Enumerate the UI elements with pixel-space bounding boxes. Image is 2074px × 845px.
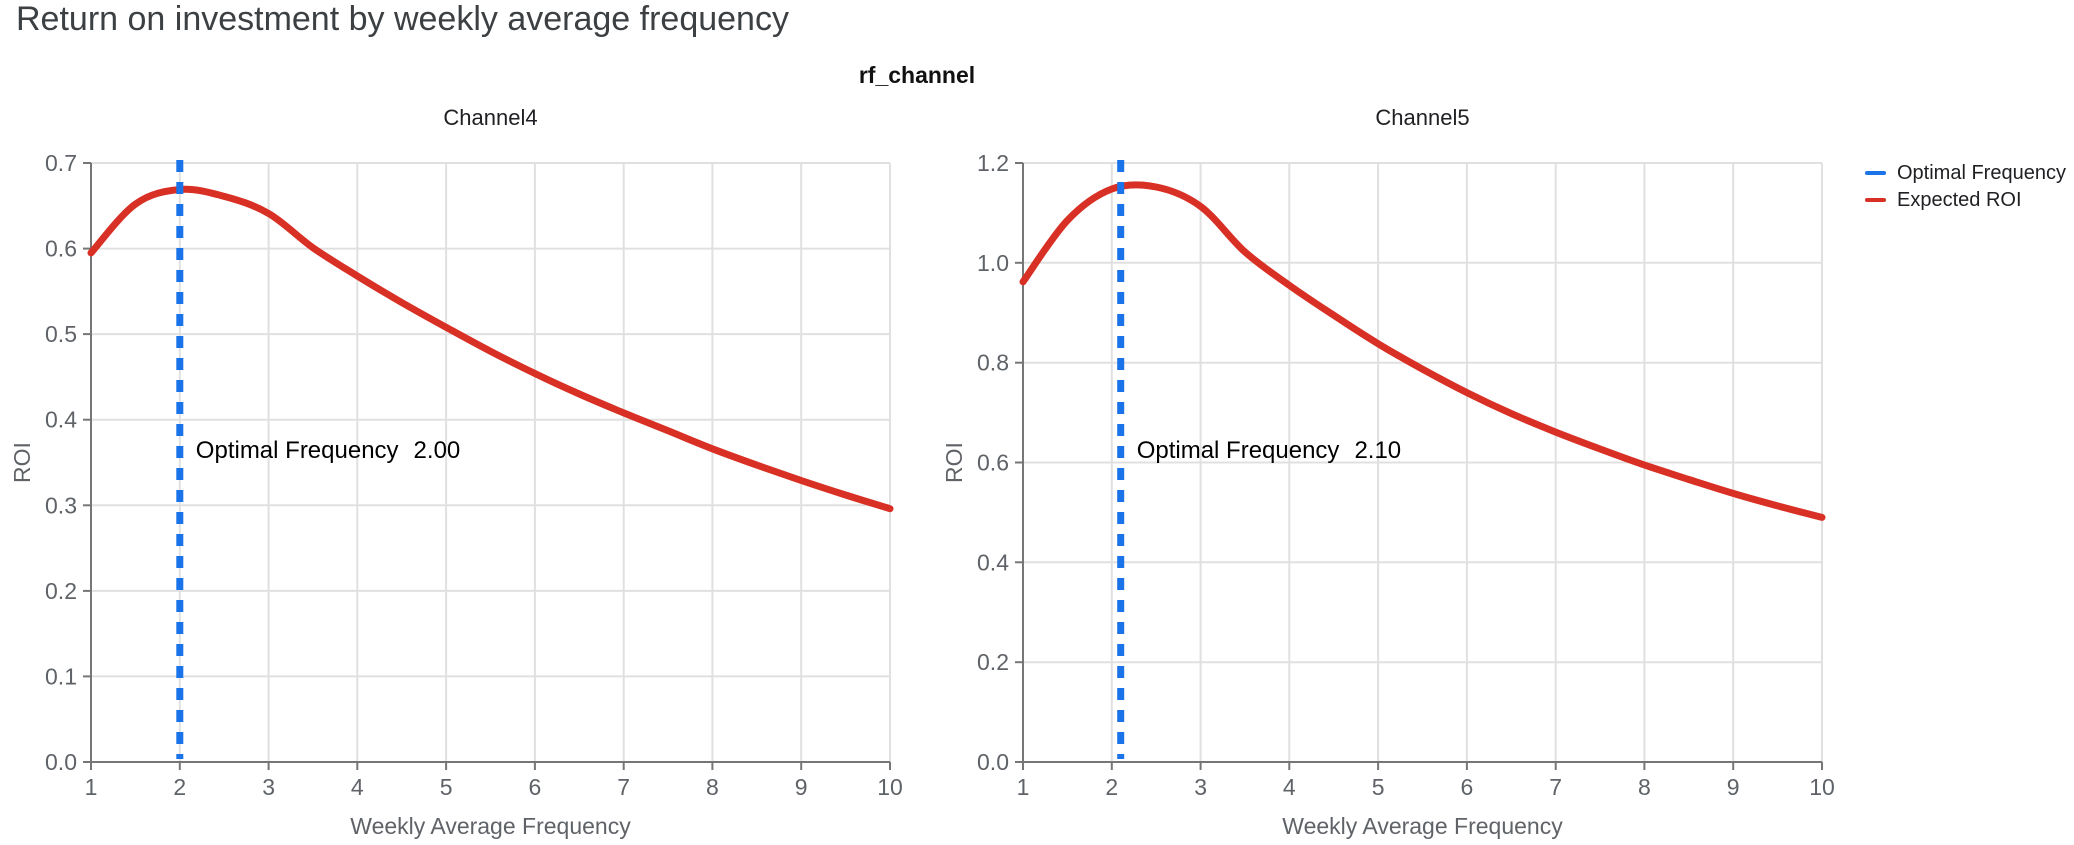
optimal-frequency-annotation: Optimal Frequency 2.10 xyxy=(1137,437,1401,464)
y-tick-label: 1.2 xyxy=(977,150,1009,176)
x-tick-label: 3 xyxy=(262,774,275,800)
y-tick-label: 0.2 xyxy=(45,578,77,604)
x-tick-label: 10 xyxy=(1809,774,1835,800)
x-tick-label: 7 xyxy=(1549,774,1562,800)
figure-title: rf_channel xyxy=(858,62,976,88)
x-tick-label: 9 xyxy=(795,774,808,800)
x-tick-label: 1 xyxy=(85,774,98,800)
x-tick-label: 4 xyxy=(1283,774,1296,800)
x-tick-label: 2 xyxy=(1105,774,1118,800)
y-tick-label: 1.0 xyxy=(977,250,1009,276)
page-title: Return on investment by weekly average f… xyxy=(16,0,789,38)
chart-channel4: Channel4 1 2 3 4 5 6 7 8 9 10 0.0 0.1 0.2 0.3 0.4 0.5 0.6… xyxy=(0,95,960,840)
expected-roi-curve xyxy=(1019,181,1826,521)
y-tick-label: 0.5 xyxy=(45,321,77,347)
y-tick-label: 0.7 xyxy=(45,150,77,176)
x-tick-label: 7 xyxy=(617,774,630,800)
y-tick-label: 0.6 xyxy=(977,450,1009,476)
y-tick-label: 0.1 xyxy=(45,663,77,689)
x-tick-label: 8 xyxy=(1638,774,1651,800)
optimal-frequency-annotation: Optimal Frequency 2.00 xyxy=(196,437,460,464)
x-tick-label: 9 xyxy=(1727,774,1740,800)
optimal-frequency-swatch-icon xyxy=(1865,171,1886,175)
y-tick-label: 0.0 xyxy=(977,749,1009,775)
legend-label-expected-roi: Expected ROI xyxy=(1897,188,2022,211)
y-tick-label: 0.0 xyxy=(45,749,77,775)
x-tick-label: 4 xyxy=(351,774,364,800)
x-tick-label: 6 xyxy=(529,774,542,800)
y-tick-label: 0.3 xyxy=(45,492,77,518)
subplot-title: Channel5 xyxy=(1375,105,1469,130)
y-tick-label: 0.4 xyxy=(45,407,77,433)
x-tick-label: 1 xyxy=(1017,774,1030,800)
subplot-title: Channel4 xyxy=(443,105,537,130)
x-axis-title: Weekly Average Frequency xyxy=(1282,813,1563,839)
expected-roi-swatch-icon xyxy=(1865,198,1886,202)
x-tick-label: 2 xyxy=(173,774,186,800)
x-tick-label: 5 xyxy=(1372,774,1385,800)
x-tick-label: 5 xyxy=(440,774,453,800)
y-axis-title: ROI xyxy=(9,442,35,483)
roi-plot: Channel5 1 2 3 4 5 6 7 8 9 10 0.0 0.2 0.4 0.6 0.8 1.0 1.2… xyxy=(941,105,1835,839)
y-tick-label: 0.8 xyxy=(977,350,1009,376)
legend: Optimal Frequency Expected ROI xyxy=(1865,162,2066,211)
chart-channel5: Channel5 1 2 3 4 5 6 7 8 9 10 0.0 0.2 0.4 0.6 0.8 1.0 1.2… xyxy=(932,95,1892,840)
x-tick-label: 3 xyxy=(1194,774,1207,800)
expected-roi-curve xyxy=(87,185,894,513)
y-tick-label: 0.6 xyxy=(45,236,77,262)
x-axis-title: Weekly Average Frequency xyxy=(350,813,631,839)
legend-item-expected-roi: Expected ROI xyxy=(1865,189,2066,211)
y-axis-title: ROI xyxy=(941,442,967,483)
x-tick-label: 6 xyxy=(1461,774,1474,800)
roi-plot: Channel4 1 2 3 4 5 6 7 8 9 10 0.0 0.1 0.2 0.3 0.4 0.5 0.6… xyxy=(9,105,903,839)
x-tick-label: 8 xyxy=(706,774,719,800)
x-tick-label: 10 xyxy=(877,774,903,800)
y-tick-label: 0.2 xyxy=(977,649,1009,675)
y-tick-label: 0.4 xyxy=(977,549,1009,575)
legend-item-optimal-frequency: Optimal Frequency xyxy=(1865,162,2066,184)
legend-label-optimal-frequency: Optimal Frequency xyxy=(1897,161,2066,184)
